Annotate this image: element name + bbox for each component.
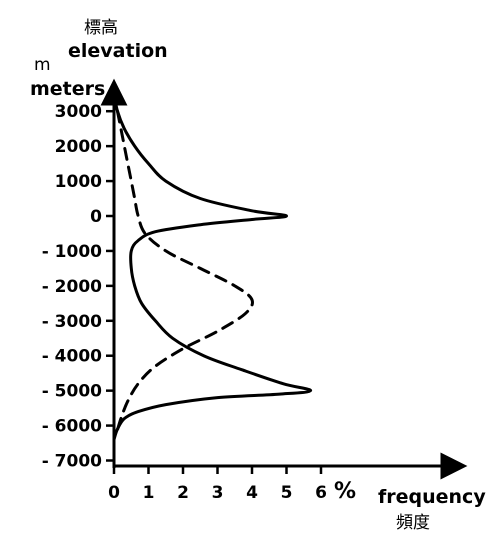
x-tick-label: 3 — [212, 483, 224, 503]
y-axis-label-cjk: 標高 — [84, 18, 118, 38]
x-tick-label: 5 — [281, 483, 293, 503]
y-unit-short: m — [34, 55, 51, 75]
y-tick-label: - 6000 — [42, 417, 102, 437]
y-tick-label: - 5000 — [42, 382, 102, 402]
x-tick-label: 6 — [315, 483, 327, 503]
y-tick-label: - 2000 — [42, 277, 102, 297]
y-tick-label: - 3000 — [42, 312, 102, 332]
dashed-series-line — [114, 109, 254, 438]
x-unit-label: % — [334, 479, 356, 504]
y-unit-label: meters — [30, 78, 105, 100]
solid-series-line — [112, 92, 313, 442]
x-tick-label: 0 — [108, 483, 120, 503]
x-axis-label-cjk: 頻度 — [396, 513, 430, 533]
x-tick-label: 4 — [246, 483, 258, 503]
y-tick-label: - 1000 — [42, 242, 102, 262]
y-tick-label: - 7000 — [42, 452, 102, 472]
x-tick-label: 1 — [143, 483, 155, 503]
y-tick-label: 0 — [90, 207, 102, 227]
x-axis-label: frequency — [378, 486, 486, 508]
y-tick-label: 1000 — [55, 172, 102, 192]
y-axis-label: elevation — [68, 40, 168, 62]
x-tick-label: 2 — [177, 483, 189, 503]
y-tick-label: 2000 — [55, 137, 102, 157]
y-tick-label: 3000 — [55, 102, 102, 122]
y-tick-label: - 4000 — [42, 347, 102, 367]
